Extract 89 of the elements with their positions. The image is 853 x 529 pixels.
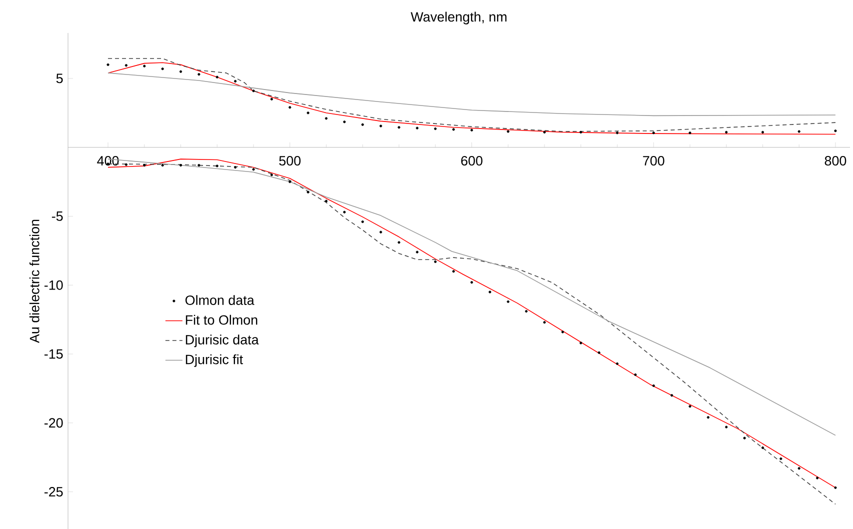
y-axis-title: Au dielectric function: [29, 220, 40, 344]
point: [652, 132, 655, 134]
point: [616, 362, 619, 365]
point: [580, 342, 582, 344]
legend-label: Djurisic fit: [186, 354, 243, 367]
point: [380, 124, 382, 128]
y-tick-label: -20: [44, 418, 63, 428]
point: [270, 98, 273, 100]
point: [179, 164, 182, 167]
point: [216, 76, 218, 78]
point: [161, 164, 164, 167]
x-tick-label: 400: [97, 156, 119, 166]
point: [270, 174, 273, 176]
point: [725, 426, 728, 428]
x-tick-label: 500: [279, 156, 301, 166]
point: [398, 241, 400, 244]
point: [124, 163, 128, 166]
point: [434, 127, 437, 130]
point: [798, 467, 800, 470]
x-tick-label: 600: [461, 156, 482, 166]
x-tick-label: 700: [643, 156, 664, 166]
point: [470, 281, 474, 284]
point: [506, 130, 510, 133]
point: [834, 486, 837, 489]
point: [398, 126, 400, 129]
point: [688, 405, 692, 408]
y-tick-label: -25: [44, 487, 63, 497]
legend-label: Fit to Olmon: [186, 314, 258, 325]
point: [598, 351, 600, 354]
point: [343, 120, 346, 124]
point: [506, 300, 510, 303]
point: [361, 123, 364, 126]
point: [416, 126, 418, 130]
point: [706, 416, 710, 419]
y-tick-label: -5: [52, 212, 63, 221]
point: [688, 132, 692, 134]
point: [670, 394, 674, 397]
point: [324, 117, 328, 120]
point: [488, 290, 492, 294]
y-tick-label: -15: [44, 349, 63, 359]
point: [288, 180, 292, 184]
point: [652, 384, 655, 388]
point: [761, 130, 764, 134]
point: [816, 476, 819, 480]
legend-label: Olmon data: [185, 295, 254, 305]
point: [634, 373, 637, 376]
point: [524, 310, 528, 313]
point: [161, 68, 164, 70]
point: [143, 164, 146, 167]
point: [343, 210, 346, 214]
y-tick-label: -10: [44, 280, 63, 290]
point: [452, 270, 455, 273]
point: [580, 130, 582, 134]
point: [561, 330, 564, 334]
legend-label: Djurisic data: [186, 334, 259, 348]
point: [543, 321, 546, 324]
point: [179, 70, 182, 73]
point: [252, 168, 255, 171]
point: [743, 436, 746, 440]
y-tick-label: 5: [56, 74, 63, 84]
point: [143, 64, 146, 68]
point: [198, 164, 200, 167]
point: [234, 80, 237, 83]
point: [470, 128, 474, 132]
point: [124, 64, 128, 67]
point: [306, 190, 310, 194]
point: [361, 220, 364, 224]
point: [616, 132, 619, 134]
point: [216, 164, 218, 168]
point: [106, 63, 110, 66]
point: [198, 73, 200, 76]
point: [324, 200, 328, 202]
point: [798, 130, 800, 133]
point: [761, 446, 764, 450]
line-series: [108, 72, 836, 116]
point: [234, 166, 237, 169]
point: [416, 250, 418, 254]
point: [252, 90, 255, 92]
point: [452, 128, 455, 131]
point: [306, 112, 310, 114]
point: [725, 130, 728, 134]
point: [834, 130, 837, 132]
x-tick-label: 800: [824, 156, 846, 166]
x-axis-title: Wavelength, nm: [410, 12, 506, 24]
point: [288, 106, 292, 109]
point: [780, 457, 782, 460]
point: [380, 230, 382, 234]
point: [434, 260, 437, 264]
point: [543, 130, 546, 134]
